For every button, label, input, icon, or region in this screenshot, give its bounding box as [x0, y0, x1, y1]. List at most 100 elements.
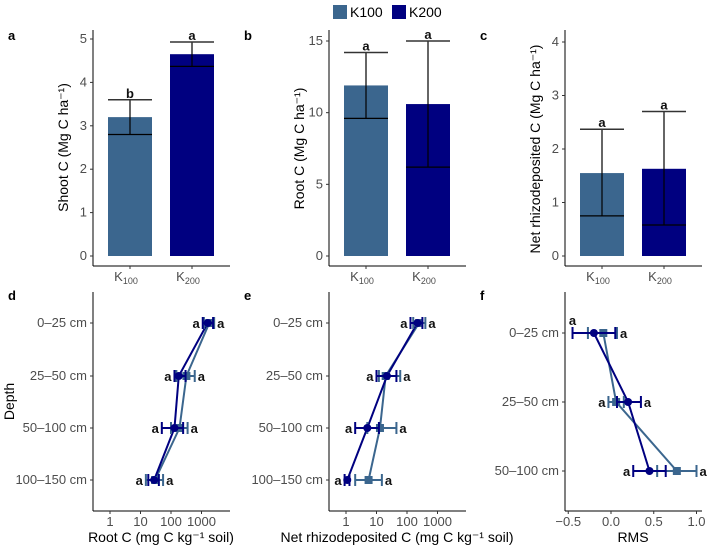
y-tick-label: 100–150 cm — [251, 472, 323, 487]
panel-label-a: a — [8, 28, 16, 43]
y-axis-title: Shoot C (Mg C ha⁻¹) — [55, 83, 71, 212]
y-tick-label: 3 — [552, 88, 559, 103]
y-tick-label: 0 — [552, 248, 559, 263]
point-K200 — [203, 319, 212, 327]
y-tick-label: 4 — [552, 34, 559, 49]
x-axis-title: RMS — [617, 529, 648, 545]
point-K200 — [382, 372, 391, 380]
significance-letter: a — [598, 115, 606, 130]
x-tick-label: K100 — [586, 269, 610, 286]
x-tick-label: 1000 — [187, 514, 216, 529]
significance-letter: a — [362, 38, 370, 53]
y-axis-title: Root C (Mg C ha⁻¹) — [291, 88, 307, 210]
point-K200 — [363, 424, 372, 432]
y-tick-label: 2 — [80, 161, 87, 176]
point-K200 — [150, 476, 159, 484]
significance-letter: a — [620, 326, 628, 341]
y-tick-label: 25–50 cm — [502, 394, 559, 409]
significance-letter: a — [399, 421, 407, 436]
x-tick-label: K200 — [412, 269, 436, 286]
significance-letter: a — [198, 369, 206, 384]
significance-letter: a — [334, 473, 342, 488]
significance-letter: a — [345, 421, 353, 436]
point-K100 — [672, 467, 681, 475]
legend-label-K200: K200 — [409, 4, 442, 20]
significance-letter: a — [193, 316, 201, 331]
significance-letter: a — [385, 473, 393, 488]
significance-letter: a — [569, 313, 577, 328]
significance-letter: a — [136, 473, 144, 488]
significance-letter: a — [400, 316, 408, 331]
legend-swatch-K100 — [333, 5, 347, 19]
y-tick-label: 2 — [552, 141, 559, 156]
panel-label-d: d — [8, 288, 16, 303]
point-K100 — [364, 476, 373, 484]
y-tick-label: 25–50 cm — [266, 368, 323, 383]
y-tick-label: 5 — [316, 176, 323, 191]
y-axis-title: Depth — [1, 383, 17, 420]
y-tick-label: 4 — [80, 74, 87, 89]
y-tick-label: 5 — [80, 31, 87, 46]
y-tick-label: 1 — [552, 195, 559, 210]
series-line-K200 — [153, 322, 209, 481]
point-K200 — [624, 398, 633, 406]
y-tick-label: 100–150 cm — [15, 472, 87, 487]
x-tick-label: 1 — [342, 514, 349, 529]
y-tick-label: 50–100 cm — [23, 420, 87, 435]
significance-letter: a — [366, 369, 374, 384]
significance-letter: a — [191, 421, 199, 436]
x-tick-label: 10 — [133, 514, 147, 529]
x-axis-title: Net rhizodeposited C (mg C kg⁻¹ soil) — [280, 529, 513, 545]
significance-letter: a — [598, 395, 606, 410]
panel-label-e: e — [244, 288, 251, 303]
point-K100 — [375, 424, 384, 432]
bar-K100 — [108, 117, 152, 257]
significance-letter: a — [164, 369, 172, 384]
x-tick-label: K200 — [648, 269, 672, 286]
x-tick-label: 1 — [106, 514, 113, 529]
y-tick-label: 0 — [316, 248, 323, 263]
bar-K200 — [170, 54, 214, 256]
y-tick-label: 0 — [80, 248, 87, 263]
point-K200 — [645, 467, 654, 475]
point-K200 — [589, 329, 598, 337]
y-tick-label: 10 — [309, 105, 323, 120]
y-tick-label: 15 — [309, 33, 323, 48]
significance-letter: a — [700, 464, 708, 479]
significance-letter: a — [152, 421, 160, 436]
y-tick-label: 25–50 cm — [30, 368, 87, 383]
y-tick-label: 3 — [80, 118, 87, 133]
y-tick-label: 0–25 cm — [273, 315, 323, 330]
y-axis-title: Net rhizodeposited C (Mg C ha⁻¹) — [527, 45, 543, 254]
x-tick-label: 100 — [160, 514, 182, 529]
x-tick-label: K100 — [114, 269, 138, 286]
panel-label-b: b — [244, 28, 252, 43]
x-tick-label: −0.5 — [555, 514, 581, 529]
significance-letter: b — [126, 86, 134, 101]
series-line-K100 — [367, 322, 420, 481]
legend-label-K100: K100 — [350, 4, 383, 20]
panel-label-c: c — [480, 28, 487, 43]
y-tick-label: 0–25 cm — [509, 325, 559, 340]
x-tick-label: 0.0 — [602, 514, 620, 529]
x-tick-label: 100 — [396, 514, 418, 529]
significance-letter: a — [428, 316, 436, 331]
point-K200 — [343, 476, 352, 484]
y-tick-label: 50–100 cm — [495, 463, 559, 478]
significance-letter: a — [166, 473, 174, 488]
y-tick-label: 50–100 cm — [259, 420, 323, 435]
point-K200 — [174, 372, 183, 380]
series-line-K200 — [346, 322, 419, 481]
significance-letter: a — [403, 369, 411, 384]
significance-letter: a — [660, 98, 668, 113]
x-axis-title: Root C (mg C kg⁻¹ soil) — [88, 529, 234, 545]
y-tick-label: 1 — [80, 205, 87, 220]
y-tick-label: 0–25 cm — [37, 315, 87, 330]
significance-letter: a — [217, 316, 225, 331]
significance-letter: a — [188, 28, 196, 43]
point-K200 — [170, 424, 179, 432]
point-K200 — [413, 319, 422, 327]
panel-label-f: f — [480, 288, 485, 303]
legend-swatch-K200 — [392, 5, 406, 19]
